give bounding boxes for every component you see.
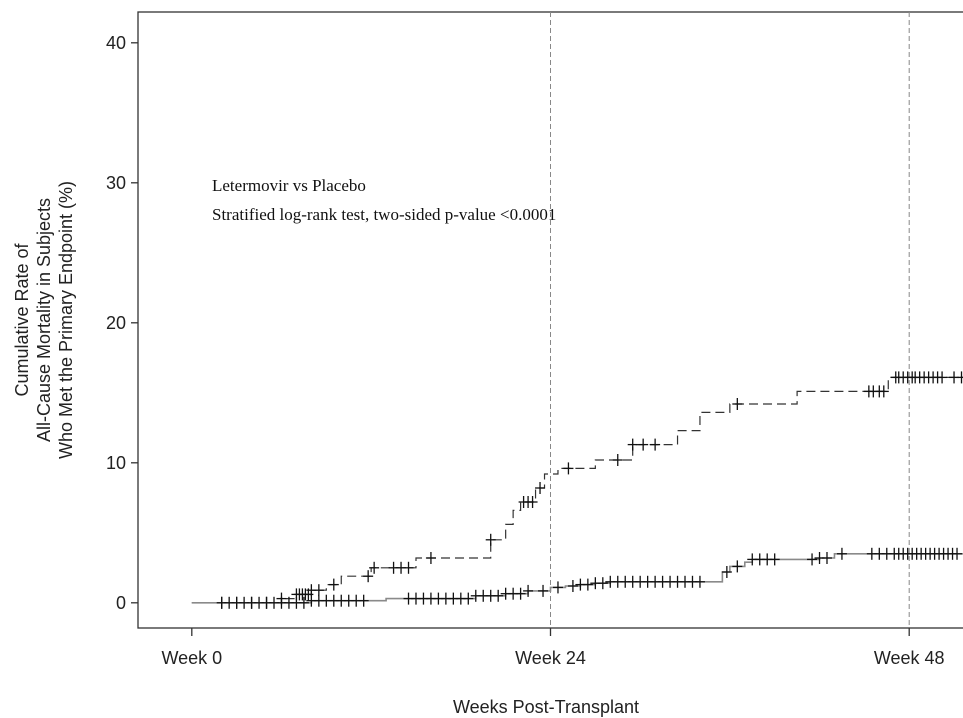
censor-mark (358, 594, 369, 607)
censor-mark (694, 575, 705, 588)
censor-mark (563, 462, 574, 475)
censor-mark (552, 581, 563, 594)
censor-mark (538, 584, 549, 597)
censor-mark (769, 553, 780, 566)
plot-area (137, 11, 963, 629)
censor-mark (952, 547, 963, 560)
censor-mark (425, 552, 436, 564)
series-solid (191, 547, 963, 609)
plot-frame (137, 11, 963, 629)
censor-mark (535, 482, 546, 494)
censor-mark (937, 371, 948, 384)
censor-mark (612, 454, 623, 466)
censor-mark (567, 580, 578, 592)
censor-mark (732, 398, 743, 410)
x-tick-label-48: Week 48 (874, 648, 945, 668)
censor-mark (627, 438, 638, 451)
annotation-line-2: Stratified log-rank test, two-sided p-va… (212, 205, 556, 224)
y-tick-label-30: 30 (106, 173, 126, 193)
x-tick-label-0: Week 0 (161, 648, 222, 668)
censor-mark (527, 496, 538, 508)
y-axis: 0 10 20 30 40 (106, 33, 138, 613)
x-axis: Week 0 Week 24 Week 48 (161, 628, 945, 668)
censor-mark (650, 438, 661, 451)
series-layer (191, 371, 963, 609)
censor-mark (821, 552, 832, 564)
y-tick-label-40: 40 (106, 33, 126, 53)
y-tick-label-10: 10 (106, 453, 126, 473)
reference-lines (550, 12, 910, 628)
censor-mark (721, 566, 732, 578)
censor-mark (493, 589, 504, 602)
censor-mark (582, 578, 593, 591)
censor-mark (403, 561, 414, 574)
censor-mark (515, 587, 526, 600)
censor-mark (878, 385, 889, 398)
censor-mark (638, 438, 649, 451)
series-dashed (191, 371, 963, 609)
censor-mark (313, 584, 324, 597)
series-line-dashed (191, 376, 963, 604)
censor-mark (485, 533, 496, 546)
y-tick-label-0: 0 (116, 593, 126, 613)
y-axis-title-line-1: Cumulative Rate of (12, 242, 32, 396)
censor-mark (363, 570, 374, 583)
annotation-line-1: Letermovir vs Placebo (212, 176, 366, 195)
censor-mark (523, 584, 534, 597)
censor-mark (328, 578, 339, 591)
x-axis-title: Weeks Post-Transplant (453, 697, 639, 717)
censor-mark (956, 371, 963, 384)
y-axis-title-line-3: Who Met the Primary Endpoint (%) (56, 181, 76, 459)
censor-mark (597, 577, 608, 590)
x-tick-label-24: Week 24 (515, 648, 586, 668)
series-line-solid (191, 553, 963, 604)
censor-mark (836, 547, 847, 560)
censor-mark (807, 553, 818, 566)
y-axis-title: Cumulative Rate of All-Cause Mortality i… (12, 181, 76, 459)
censor-mark (369, 561, 380, 574)
censor-mark (732, 560, 743, 573)
y-tick-label-20: 20 (106, 313, 126, 333)
censor-mark (463, 592, 474, 605)
censor-mark (298, 596, 309, 609)
y-axis-title-line-2: All-Cause Mortality in Subjects (34, 198, 54, 442)
